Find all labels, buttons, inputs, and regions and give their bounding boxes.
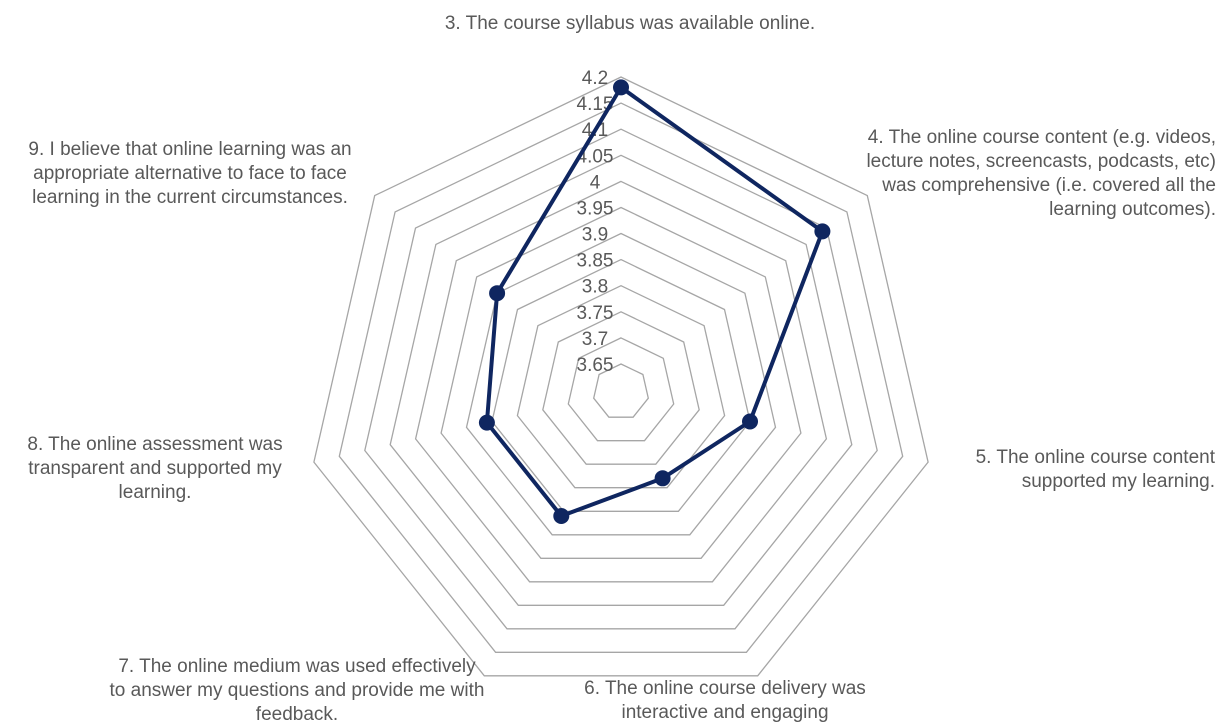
grid-ring	[465, 232, 777, 536]
data-point	[553, 508, 570, 524]
category-label-6: 6. The online course delivery was intera…	[584, 678, 866, 723]
grid-ring	[364, 128, 878, 630]
radial-tick-label: 3.9	[582, 225, 608, 246]
grid-ring	[567, 337, 675, 442]
category-label-8: 8. The online assessment was transparent…	[27, 434, 283, 503]
series-line	[484, 85, 825, 518]
grid-ring	[516, 284, 726, 489]
category-label-5: 5. The online course content supported m…	[975, 447, 1215, 492]
grid-ring	[592, 363, 650, 418]
grid-ring	[542, 311, 700, 465]
radial-tick-label: 3.8	[582, 277, 608, 298]
grid-ring	[338, 102, 904, 653]
radial-tick-label: 4.2	[582, 68, 608, 89]
data-point	[654, 470, 671, 487]
radial-tick-label: 3.75	[577, 303, 614, 324]
grid-ring	[440, 206, 802, 559]
data-point	[478, 414, 495, 431]
category-label-9: 9. I believe that online learning was an…	[28, 139, 352, 208]
data-point	[613, 79, 629, 96]
radial-tick-label: 4.05	[577, 146, 614, 167]
grid-ring	[491, 258, 751, 512]
data-point	[814, 223, 831, 240]
grid-ring	[313, 76, 929, 677]
category-label-4: 4. The online course content (e.g. video…	[866, 127, 1216, 220]
category-label-7: 7. The online medium was used effectivel…	[109, 656, 485, 725]
radial-tick-label: 3.65	[577, 355, 614, 376]
grid-ring	[389, 154, 853, 606]
data-point	[742, 413, 758, 430]
grid-ring	[414, 180, 828, 583]
radial-tick-label: 3.85	[577, 251, 614, 272]
series-points	[478, 79, 831, 524]
radial-tick-label: 4	[590, 172, 601, 193]
grid-rings	[313, 76, 929, 677]
category-label-3: 3. The course syllabus was available onl…	[444, 13, 816, 34]
data-point	[489, 285, 506, 302]
radial-tick-label: 4.15	[577, 94, 614, 115]
radial-tick-label: 3.7	[582, 329, 608, 350]
radial-tick-label: 3.95	[577, 199, 614, 220]
